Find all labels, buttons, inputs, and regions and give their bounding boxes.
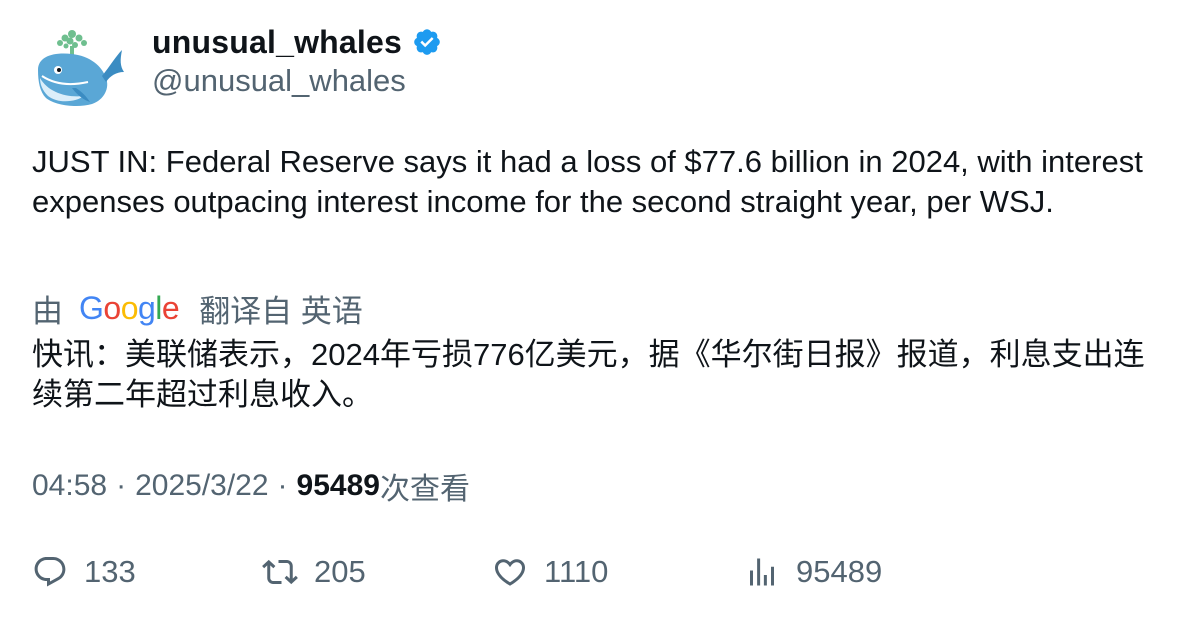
author-handle[interactable]: @unusual_whales [152,63,406,98]
translation-from-label[interactable]: 翻译自 英语 [199,293,363,329]
views-action-count: 95489 [796,554,883,589]
tweet-time[interactable]: 04:58 [32,469,108,502]
meta-separator: · [277,469,288,502]
tweet-text: JUST IN: Federal Reserve says it had a l… [32,144,1143,219]
meta-separator: · [116,469,127,502]
google-logo: Google [79,289,180,326]
views-suffix: 次查看 [379,473,470,506]
reply-count: 133 [84,554,136,589]
like-count: 1110 [544,554,609,589]
author-name-row: unusual_whales [152,22,442,62]
analytics-icon [750,558,774,586]
avatar[interactable] [32,26,126,112]
translation-by-label: 由 [32,293,63,329]
tweet-meta: 04:58 · 2025/3/22 · 95489 次查看 [32,464,470,508]
like-button[interactable]: 1110 [492,554,744,590]
action-bar: 133 205 1110 95489 [32,550,944,594]
retweet-count: 205 [314,554,366,589]
translated-tweet-text: 快讯：美联储表示，2024年亏损776亿美元，据《华尔街日报》报道，利息支出连续… [32,337,1145,412]
translation-attribution: 由 Google 翻译自 英语 [32,288,363,329]
whale-avatar-icon [38,30,124,106]
views-count: 95489 [296,469,380,502]
author-display-name[interactable]: unusual_whales [152,23,402,60]
views-button[interactable]: 95489 [744,554,944,590]
retweet-button[interactable]: 205 [262,554,492,590]
heart-icon [494,559,526,586]
verified-badge-icon [414,29,440,55]
tweet-date[interactable]: 2025/3/22 [135,469,269,502]
retweet-icon [262,559,298,585]
reply-icon [34,557,66,587]
reply-button[interactable]: 133 [32,554,262,590]
